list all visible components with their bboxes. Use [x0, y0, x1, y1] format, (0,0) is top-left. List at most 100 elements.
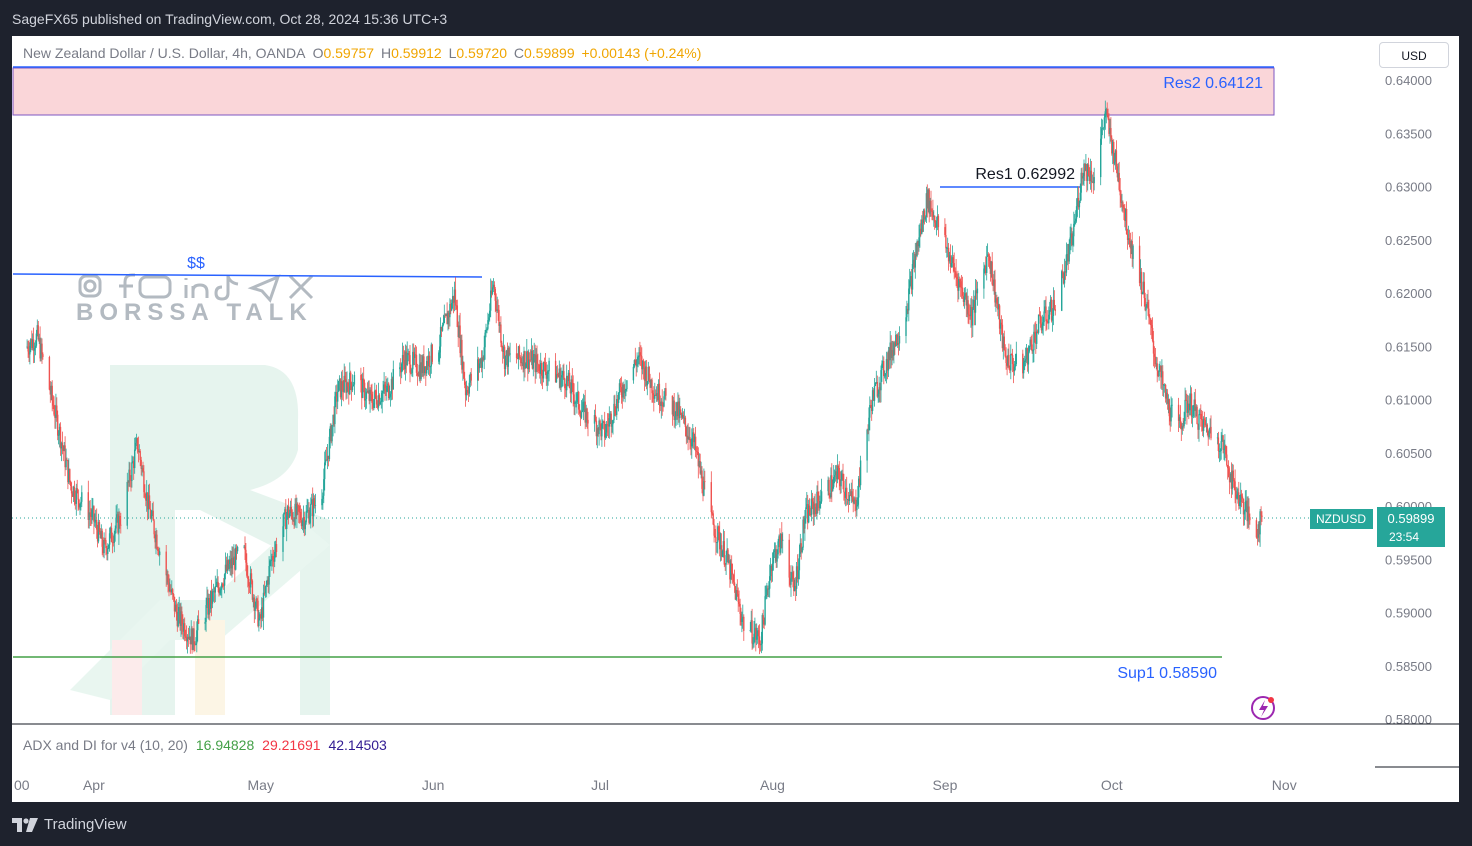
candle-body: [574, 401, 576, 404]
liquidity-line[interactable]: [12, 273, 483, 278]
candle-body: [216, 581, 218, 586]
candle-body: [996, 298, 998, 304]
candle-body: [349, 372, 351, 395]
candle-body: [311, 499, 313, 504]
candle-body: [962, 295, 965, 302]
candle-body: [1207, 431, 1209, 438]
candle-body: [737, 593, 739, 602]
candle-body: [352, 384, 355, 387]
candle-body: [1168, 399, 1170, 417]
candle-body: [848, 495, 851, 501]
candle-body: [1105, 109, 1107, 112]
candle-body: [271, 556, 273, 561]
candle-body: [923, 210, 926, 220]
time-tick-label: Sep: [932, 777, 957, 793]
candle-body: [212, 591, 215, 592]
candle-body: [749, 630, 751, 631]
candle-body: [224, 564, 227, 575]
candle-body: [968, 314, 970, 316]
candle-body: [1026, 348, 1029, 365]
lightning-icon[interactable]: [1251, 696, 1275, 720]
candle-body: [1043, 311, 1045, 323]
price-tag-countdown: 23:54: [1389, 530, 1419, 544]
candle-body: [351, 386, 354, 391]
candle-body: [1082, 176, 1084, 179]
candle-body: [711, 512, 713, 514]
candle-body: [1216, 437, 1219, 439]
candle-body: [303, 517, 305, 530]
candle-body: [1220, 441, 1222, 451]
candle-body: [801, 547, 803, 553]
candle-body: [909, 280, 911, 289]
candle-body: [1224, 445, 1226, 449]
candle-body: [769, 576, 771, 589]
price-axis[interactable]: 0.64000 0.63500 0.63000 0.62500 0.62000 0.615…: [1385, 73, 1432, 727]
candle-body: [920, 228, 922, 234]
candle-body: [284, 509, 286, 513]
candle-body: [502, 346, 505, 352]
candle-body: [1138, 245, 1141, 284]
candle-body: [905, 317, 907, 336]
candle-body: [529, 359, 532, 361]
candle-body: [338, 378, 341, 381]
candle-body: [210, 590, 212, 609]
candle-body: [71, 493, 74, 497]
candle-body: [1034, 331, 1036, 333]
candle-body: [500, 324, 502, 343]
candle-body: [1188, 403, 1190, 411]
candle-body: [231, 557, 233, 569]
liquidity-label: $$: [187, 255, 205, 272]
candle-body: [31, 339, 33, 349]
candle-body: [587, 419, 589, 424]
candle-body: [935, 220, 938, 228]
candle-body: [79, 503, 81, 508]
candle-body: [604, 421, 606, 438]
change-value: +0.00143 (+0.24%): [581, 45, 702, 61]
candle-body: [1000, 322, 1003, 325]
candle-body: [262, 592, 265, 618]
candle-body: [533, 354, 535, 358]
candle-body: [617, 399, 619, 403]
candle-body: [1159, 365, 1161, 371]
watermark-bar-yellow: [195, 620, 225, 715]
candle-body: [179, 607, 181, 626]
res2-zone[interactable]: [12, 67, 1275, 116]
chart-frame[interactable]: [12, 36, 1459, 802]
candle-body: [934, 215, 936, 223]
instagram-icon-lens: [83, 279, 97, 293]
candle-body: [616, 399, 618, 415]
candle-body: [110, 527, 113, 542]
candle-body: [76, 488, 78, 490]
candle-body: [561, 375, 563, 378]
candle-body: [345, 379, 347, 393]
candle-body: [208, 598, 210, 615]
currency-button[interactable]: USD: [1379, 42, 1449, 68]
candle-body: [1045, 306, 1047, 322]
candle-body: [656, 393, 659, 401]
candle-body: [230, 559, 232, 569]
candle-body: [456, 305, 458, 327]
candle-body: [274, 544, 277, 552]
candle-body: [1086, 164, 1088, 181]
candle-body: [145, 497, 147, 501]
candle-body: [445, 314, 447, 316]
indicator-name[interactable]: ADX and DI for v4 (10, 20): [23, 737, 188, 753]
candle-body: [73, 486, 76, 501]
close-value: 0.59899: [524, 45, 575, 61]
candle-body: [1015, 353, 1017, 364]
candle-body: [206, 598, 208, 606]
tradingview-logo[interactable]: TradingView: [12, 816, 127, 833]
candle-body: [491, 287, 494, 294]
candle-body: [983, 268, 985, 289]
candle-body: [69, 469, 71, 482]
candle-body: [323, 479, 325, 496]
symbol-name[interactable]: New Zealand Dollar / U.S. Dollar, 4h, OA…: [23, 45, 305, 61]
candle-body: [960, 287, 963, 289]
time-axis[interactable]: 00 Apr May Jun Jul Aug Sep Oct Nov: [14, 777, 1297, 793]
candle-body: [558, 368, 560, 377]
candle-body: [384, 384, 386, 389]
candle-body: [1164, 384, 1167, 399]
candle-body: [183, 623, 185, 632]
candle-body: [402, 355, 405, 361]
